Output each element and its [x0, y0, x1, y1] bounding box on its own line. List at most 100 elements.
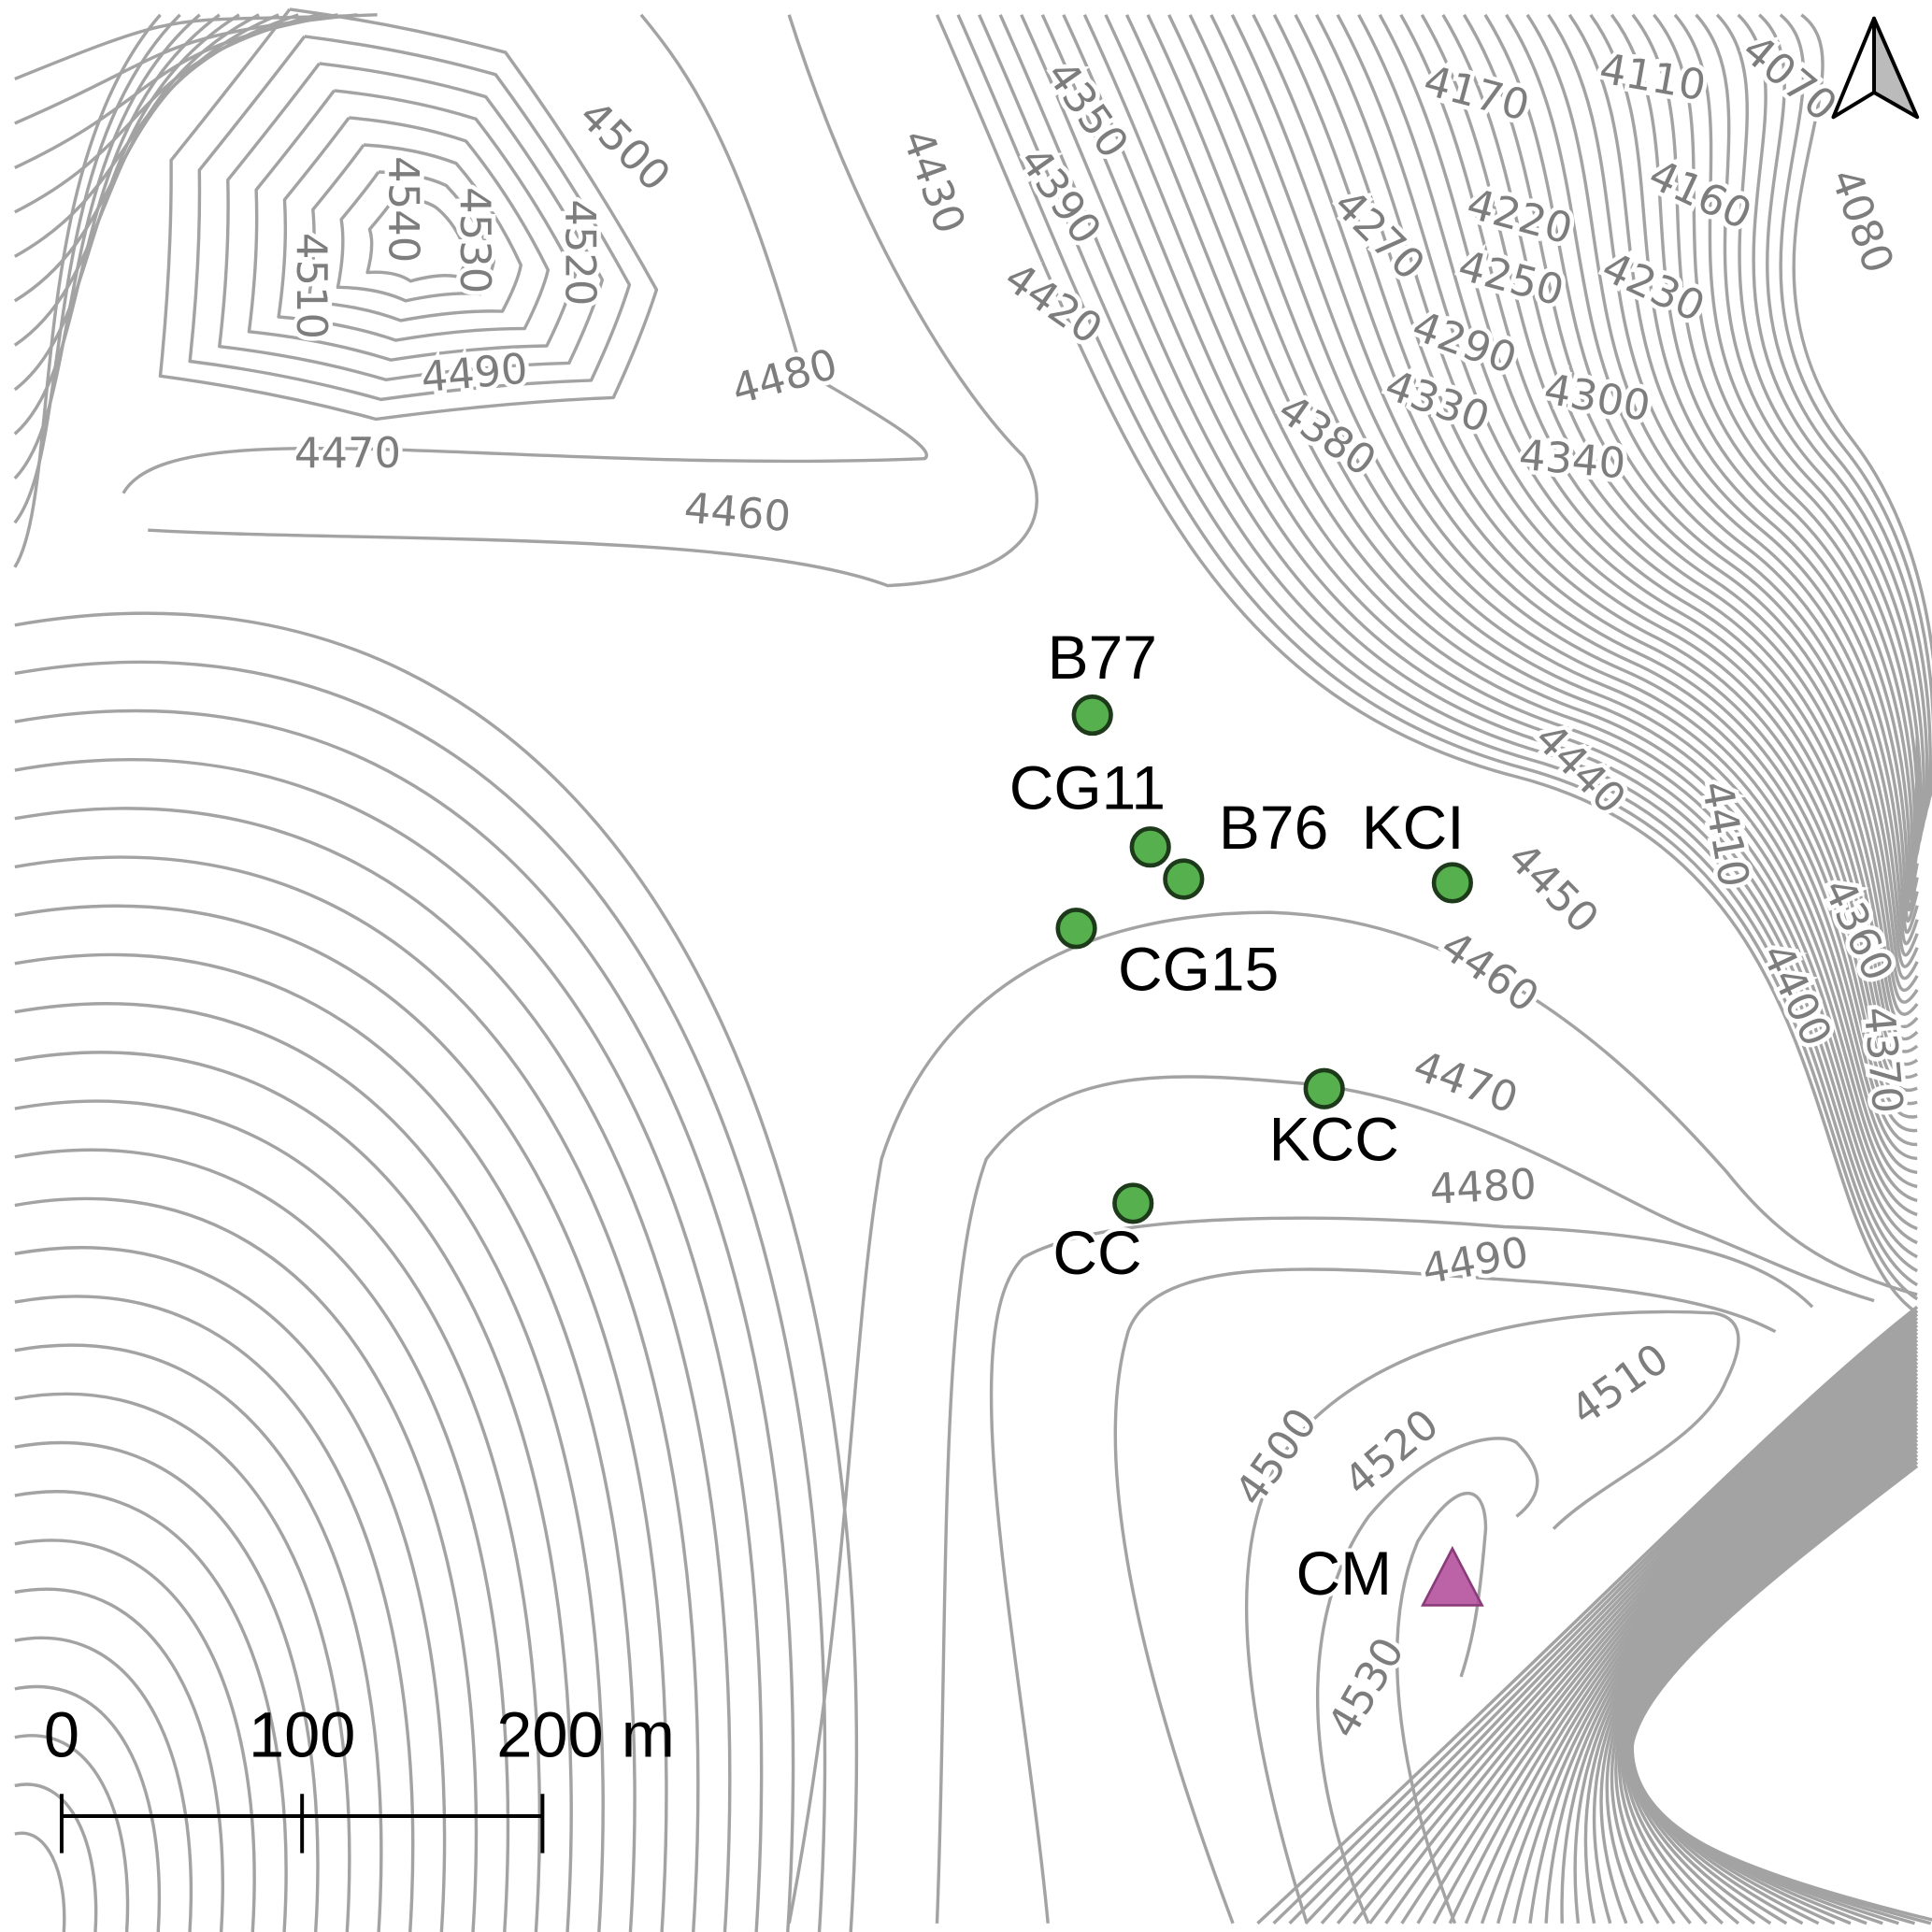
contour-line: [787, 910, 1918, 1925]
contour-line: [14, 1782, 98, 1932]
contour-line: [1336, 1324, 1919, 1925]
site-label: KCC: [1269, 1105, 1399, 1174]
contour-line: [247, 89, 578, 362]
circle-marker-icon: [1055, 908, 1097, 950]
contour-line: [14, 611, 858, 1932]
contour-line: [14, 1099, 541, 1932]
contour-line: [1368, 1331, 1919, 1925]
contour-line: [1610, 13, 1919, 901]
contour-line: [935, 14, 1919, 1315]
contour-line: [188, 35, 632, 402]
site-cm: CM: [1293, 1535, 1484, 1611]
contour-line: [122, 13, 928, 494]
site-b77: B77: [1044, 619, 1161, 737]
contour-line: [1230, 14, 1918, 1119]
contour-label: 4370: [1854, 1005, 1913, 1115]
contour-line: [998, 14, 1918, 1273]
contour-label: 4460: [682, 483, 793, 542]
contour-line: [1480, 1357, 1919, 1925]
contour-line: [1567, 13, 1919, 923]
contour-line: [1525, 13, 1919, 946]
contour-label: 4520: [555, 199, 605, 306]
contour-line: [14, 758, 764, 1932]
contour-line: [1294, 14, 1919, 1079]
site-label: CG11: [1009, 753, 1166, 823]
contour-line: [1416, 1342, 1919, 1925]
contour-line: [14, 1343, 383, 1932]
contour-line: [14, 855, 700, 1932]
contour-line: [1400, 1338, 1919, 1925]
contour-label: 4480: [1428, 1159, 1538, 1214]
contour-line: [14, 1684, 162, 1932]
contour-line: [1062, 14, 1918, 1231]
contour-line: [218, 62, 605, 381]
site-b76: B76: [1163, 789, 1332, 900]
contour-line: [14, 1587, 224, 1932]
contour-line: [1610, 1397, 1919, 1925]
circle-marker-icon: [1071, 694, 1113, 737]
site-cg15: CG15: [1055, 908, 1282, 1007]
contour-line: [1544, 1372, 1919, 1924]
contour-line: [1124, 14, 1918, 1189]
circle-marker-icon: [1129, 826, 1171, 868]
north-arrow-icon: [1831, 16, 1920, 120]
site-label: KCI: [1362, 793, 1465, 862]
contour-line: [1505, 13, 1919, 957]
contour-line: [14, 13, 358, 125]
contour-line: [14, 1051, 573, 1932]
circle-marker-icon: [1431, 862, 1473, 904]
contour-line: [1020, 14, 1918, 1259]
contour-line: [13, 13, 162, 568]
contour-line: [14, 13, 338, 169]
contour-line: [1599, 1390, 1919, 1925]
contour-line: [1244, 1309, 1740, 1925]
contour-line: [14, 1734, 130, 1932]
contour-line: [14, 952, 637, 1932]
scale-label-0: 0: [44, 1699, 79, 1771]
contour-line: [14, 708, 795, 1932]
contour-line: [935, 1075, 1875, 1924]
contour-line: [158, 7, 659, 422]
site-cg11: CG11: [1006, 750, 1171, 868]
contour-line: [1779, 13, 1932, 816]
contour-line: [14, 1831, 66, 1932]
site-label: B76: [1219, 793, 1328, 862]
contour-line: [1272, 14, 1918, 1093]
contour-line: [1316, 1437, 1539, 1925]
contour-line: [365, 197, 469, 283]
contour-line: [14, 1440, 320, 1932]
scale-bar: 0 100 200 m: [44, 1699, 675, 1853]
contour-line: [1378, 13, 1919, 1028]
contour-label: 4530: [451, 187, 500, 293]
contour-line: [277, 116, 551, 342]
contour-line: [1336, 14, 1919, 1053]
contour-line: [1758, 13, 1932, 826]
contour-line: [14, 1002, 605, 1932]
contour-line: [1573, 1380, 1919, 1924]
contour-line: [1256, 1305, 1919, 1925]
site-label: CG15: [1118, 934, 1279, 1003]
contour-line: [956, 14, 1919, 1301]
contour-lines: [13, 7, 1932, 1932]
contour-line: [14, 13, 378, 81]
sample-sites: B77 CG11 B76 KCI CG15 KCC CC CM: [1006, 619, 1484, 1611]
circle-marker-icon: [1112, 1182, 1154, 1224]
contour-line: [1082, 14, 1918, 1217]
contour-line: [1040, 14, 1918, 1245]
contour-line: [14, 1246, 447, 1932]
contour-line: [1547, 13, 1919, 935]
site-label: B77: [1048, 623, 1157, 692]
contour-line: [989, 1216, 1814, 1924]
contour-label: 4470: [294, 428, 401, 478]
contour-line: [1496, 1361, 1919, 1925]
contour-line: [14, 1196, 479, 1932]
circle-marker-icon: [1303, 1067, 1345, 1109]
site-kci: KCI: [1358, 789, 1473, 904]
contour-line: [1448, 1350, 1919, 1925]
contour-line: [336, 170, 496, 303]
contour-line: [1357, 14, 1919, 1041]
contour-line: [14, 1295, 415, 1932]
contour-line: [1167, 14, 1918, 1161]
circle-marker-icon: [1163, 858, 1205, 900]
